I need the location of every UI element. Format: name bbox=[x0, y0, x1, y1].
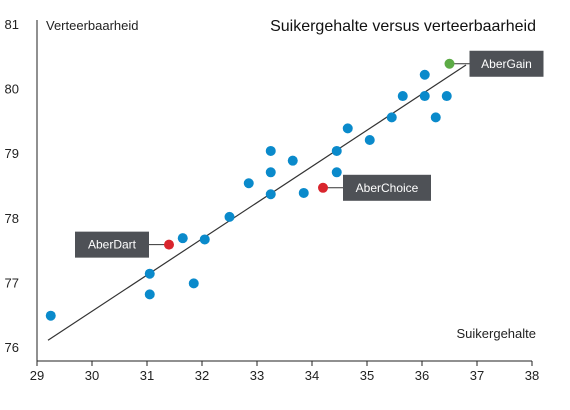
x-tick-label: 36 bbox=[415, 368, 429, 383]
axes: 76 77 78 79 80 81 29 30 31 32 33 34 35 36 37 38 bbox=[5, 17, 540, 383]
callout-box bbox=[343, 174, 431, 201]
y-tick-label: 78 bbox=[5, 211, 19, 226]
y-tick-label: 79 bbox=[5, 146, 19, 161]
data-point bbox=[298, 187, 309, 198]
data-point bbox=[364, 134, 375, 145]
data-point bbox=[265, 145, 276, 156]
highlighted-point bbox=[164, 239, 174, 250]
data-point bbox=[419, 69, 430, 80]
y-axis-title: Verteerbaarheid bbox=[46, 18, 139, 33]
y-tick-label: 80 bbox=[5, 82, 19, 97]
callout-label: AberGain bbox=[481, 57, 532, 71]
callout-abergain: AberGain bbox=[444, 50, 544, 77]
callout-box bbox=[75, 231, 149, 258]
callout-label: AberChoice bbox=[356, 181, 419, 195]
data-point bbox=[419, 91, 430, 102]
callout-aberdart: AberDart bbox=[75, 231, 174, 258]
data-point bbox=[177, 233, 188, 244]
data-point bbox=[144, 289, 155, 300]
data-point bbox=[331, 145, 342, 156]
x-tick-label: 33 bbox=[250, 368, 264, 383]
x-tick-label: 32 bbox=[195, 368, 209, 383]
x-tick-label: 37 bbox=[470, 368, 484, 383]
callouts-layer: AberDart AberChoice AberGain bbox=[75, 50, 544, 258]
data-point bbox=[386, 112, 397, 123]
data-point bbox=[441, 91, 452, 102]
data-point bbox=[144, 268, 155, 279]
x-tick-label: 29 bbox=[30, 368, 44, 383]
x-tick-label: 34 bbox=[305, 368, 319, 383]
data-point bbox=[430, 112, 441, 123]
data-point bbox=[265, 189, 276, 200]
highlighted-point bbox=[318, 182, 328, 193]
trendline-layer bbox=[47, 64, 467, 341]
points-layer bbox=[45, 69, 452, 321]
data-point bbox=[287, 155, 298, 166]
x-tick-label: 31 bbox=[140, 368, 154, 383]
data-point bbox=[188, 278, 199, 289]
x-tick-label: 35 bbox=[360, 368, 374, 383]
callout-aberchoice: AberChoice bbox=[318, 174, 431, 201]
data-point bbox=[331, 167, 342, 178]
data-point bbox=[224, 211, 235, 222]
data-point bbox=[45, 310, 56, 321]
callout-label: AberDart bbox=[88, 238, 137, 252]
callout-box bbox=[469, 50, 544, 77]
highlighted-point bbox=[444, 58, 455, 69]
data-point bbox=[342, 123, 353, 134]
trendline bbox=[47, 64, 467, 341]
x-tick-label: 30 bbox=[85, 368, 99, 383]
data-point bbox=[243, 178, 254, 189]
data-point bbox=[265, 167, 276, 178]
x-axis-title: Suikergehalte bbox=[457, 326, 537, 341]
data-point bbox=[199, 234, 210, 245]
chart-title: Suikergehalte versus verteerbaarheid bbox=[270, 18, 536, 35]
y-tick-label: 77 bbox=[5, 275, 19, 290]
y-tick-label: 81 bbox=[5, 17, 19, 32]
y-tick-label: 76 bbox=[5, 340, 19, 355]
data-point bbox=[397, 91, 408, 102]
x-tick-label: 38 bbox=[525, 368, 539, 383]
